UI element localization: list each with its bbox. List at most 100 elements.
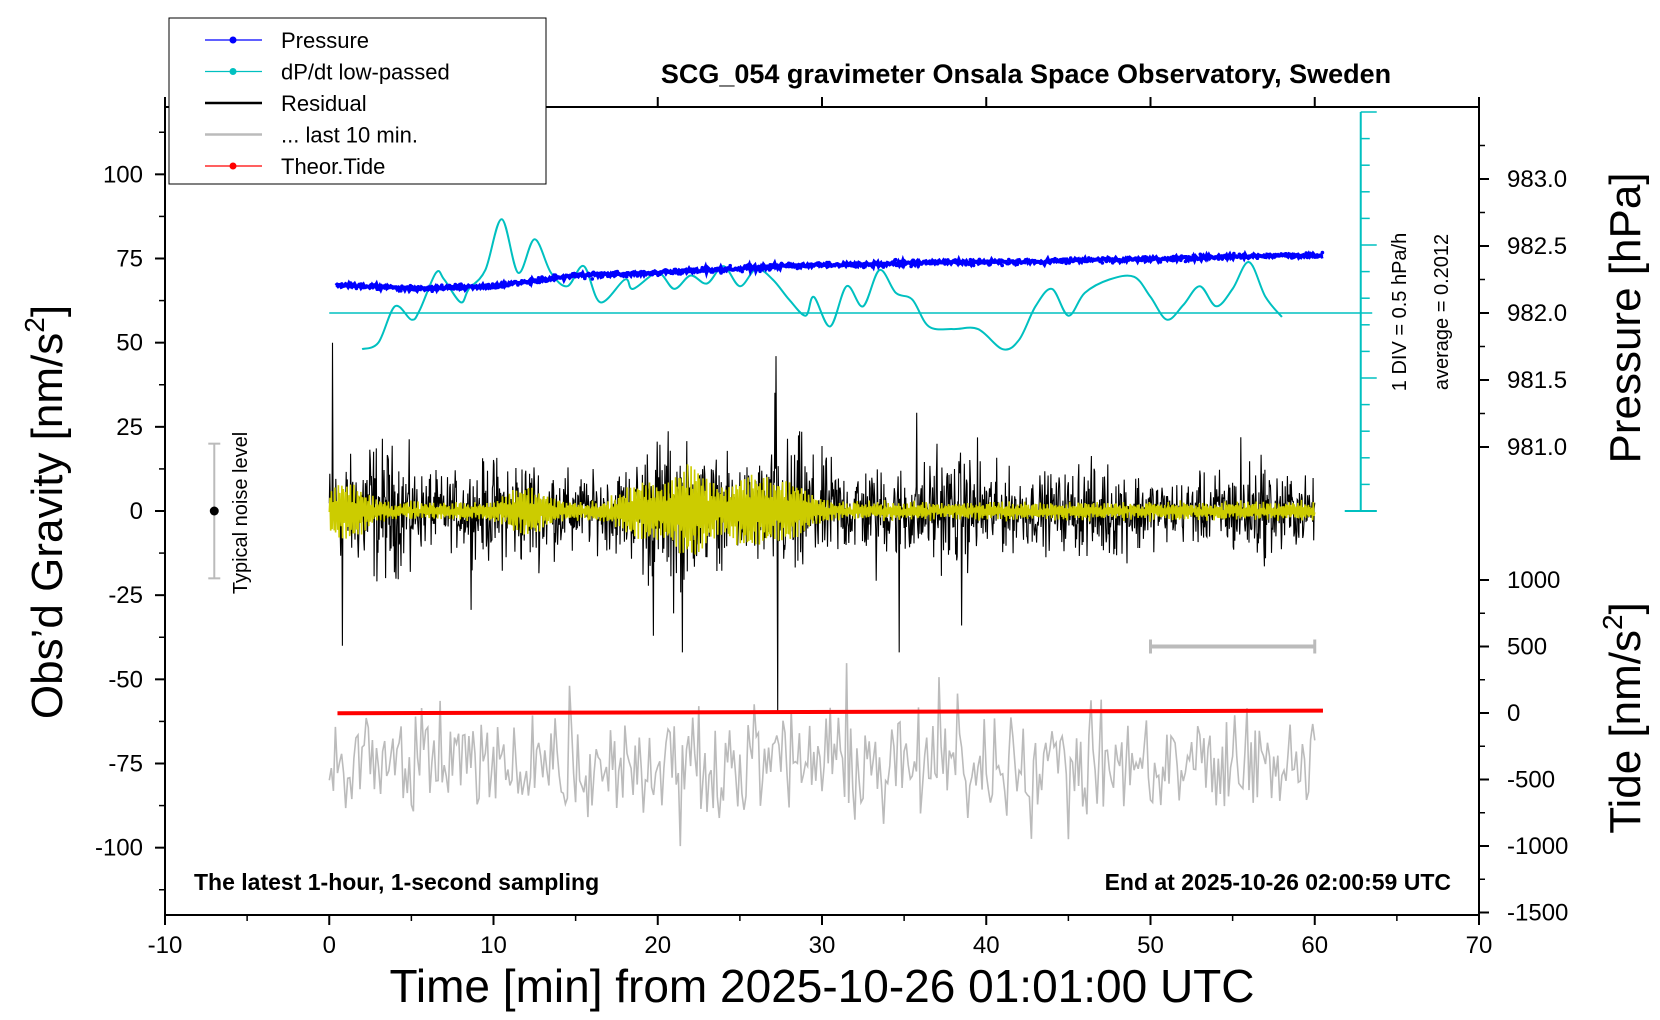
- pressure-point: [751, 265, 756, 270]
- y-left-tick-label: 25: [116, 414, 143, 441]
- y-left-label-exp: 2: [19, 317, 50, 333]
- pressure-point: [677, 270, 682, 275]
- pressure-point: [861, 265, 866, 270]
- pressure-point: [733, 266, 738, 271]
- pressure-point: [1135, 256, 1139, 261]
- pressure-point: [1305, 255, 1310, 260]
- pressure-point: [1113, 257, 1117, 262]
- pressure-point: [672, 267, 677, 272]
- pressure-point: [496, 285, 500, 290]
- pressure-point: [1183, 259, 1188, 264]
- pressure-point: [746, 266, 750, 271]
- pressure-point: [831, 263, 836, 267]
- pressure-point: [758, 269, 762, 274]
- y-left-label-main: Obs’d Gravity [nm/s: [23, 333, 72, 719]
- pressure-point: [543, 276, 548, 281]
- pressure-point: [1071, 258, 1076, 262]
- pressure-point: [694, 269, 699, 273]
- pressure-point: [546, 278, 550, 283]
- pressure-point: [1179, 254, 1184, 259]
- pressure-point: [528, 280, 532, 285]
- pressure-point: [702, 269, 706, 273]
- y-left-label-close: ]: [23, 305, 72, 317]
- pressure-point: [1283, 254, 1288, 258]
- pressure-point: [1169, 255, 1173, 260]
- pressure-point: [623, 274, 628, 278]
- x-tick-label: 0: [323, 932, 336, 959]
- pressure-point: [1304, 251, 1308, 255]
- pressure-point: [1086, 258, 1090, 263]
- pressure-point: [971, 263, 976, 268]
- pressure-point: [1028, 260, 1032, 265]
- legend-label: Theor.Tide: [281, 154, 385, 179]
- bottom-left-note: The latest 1-hour, 1-second sampling: [194, 869, 599, 895]
- pressure-point: [616, 272, 620, 277]
- pressure-point: [1121, 257, 1125, 262]
- pressure-point: [1014, 259, 1019, 264]
- pressure-point: [802, 264, 807, 269]
- pressure-point: [968, 257, 973, 262]
- pressure-point: [932, 259, 937, 263]
- pressure-point: [757, 264, 761, 269]
- pressure-point: [798, 265, 803, 270]
- dpdt-line: [361, 218, 1283, 351]
- pressure-point: [656, 273, 660, 278]
- pressure-point: [610, 273, 615, 277]
- pressure-point: [893, 257, 898, 262]
- pressure-point: [516, 283, 520, 287]
- pressure-point: [795, 266, 800, 271]
- pressure-point: [410, 284, 414, 289]
- pressure-point: [1315, 253, 1319, 257]
- pressure-point: [1074, 258, 1079, 262]
- pressure-point: [590, 277, 595, 281]
- x-tick-label: 70: [1466, 932, 1493, 959]
- legend-label: dP/dt low-passed: [281, 60, 450, 85]
- pressure-point: [999, 258, 1004, 263]
- pressure-point: [1143, 255, 1148, 260]
- pressure-point: [570, 274, 575, 278]
- pressure-point: [825, 260, 829, 265]
- pressure-point: [1045, 260, 1050, 264]
- pressure-point: [663, 268, 667, 272]
- pressure-point: [1232, 251, 1236, 256]
- pressure-point: [771, 265, 775, 270]
- pressure-point: [669, 271, 673, 276]
- pressure-point: [435, 288, 440, 292]
- y-pressure-tick-label: 983.0: [1507, 166, 1567, 193]
- pressure-point: [1237, 252, 1242, 257]
- pressure-point: [1220, 257, 1225, 261]
- pressure-point: [1213, 256, 1218, 260]
- pressure-point: [911, 258, 916, 263]
- y-pressure-tick-label: 982.5: [1507, 233, 1567, 260]
- y-tide-tick-label: -1500: [1507, 900, 1568, 927]
- pressure-point: [1220, 254, 1224, 258]
- pressure-point: [1269, 253, 1274, 258]
- y-tide-tick-label: 500: [1507, 634, 1547, 661]
- pressure-point: [987, 263, 991, 267]
- pressure-point: [888, 262, 892, 266]
- pressure-point: [525, 280, 529, 284]
- pressure-point: [481, 286, 486, 290]
- y-left-tick-label: 100: [103, 161, 143, 188]
- pressure-point: [711, 269, 715, 274]
- pressure-point: [774, 264, 779, 268]
- pressure-point: [917, 261, 921, 266]
- pressure-point: [536, 276, 541, 280]
- legend-marker: [229, 162, 237, 170]
- y-tide-axis-label: Tide [nm/s2]: [1597, 602, 1650, 834]
- pressure-point: [375, 287, 380, 292]
- pressure-point: [1099, 257, 1103, 262]
- legend: Pressure dP/dt low-passed Residual ... last…: [168, 17, 547, 185]
- pressure-point: [876, 263, 880, 268]
- pressure-point: [583, 276, 587, 281]
- pressure-point: [351, 282, 356, 287]
- pressure-point: [713, 267, 718, 271]
- pressure-point: [1138, 257, 1142, 262]
- pressure-point: [461, 284, 465, 288]
- pressure-point: [604, 272, 609, 277]
- y-tide-label-exp: 2: [1597, 614, 1628, 630]
- pressure-point: [629, 271, 633, 276]
- pressure-point: [458, 287, 463, 291]
- pressure-point: [399, 289, 403, 293]
